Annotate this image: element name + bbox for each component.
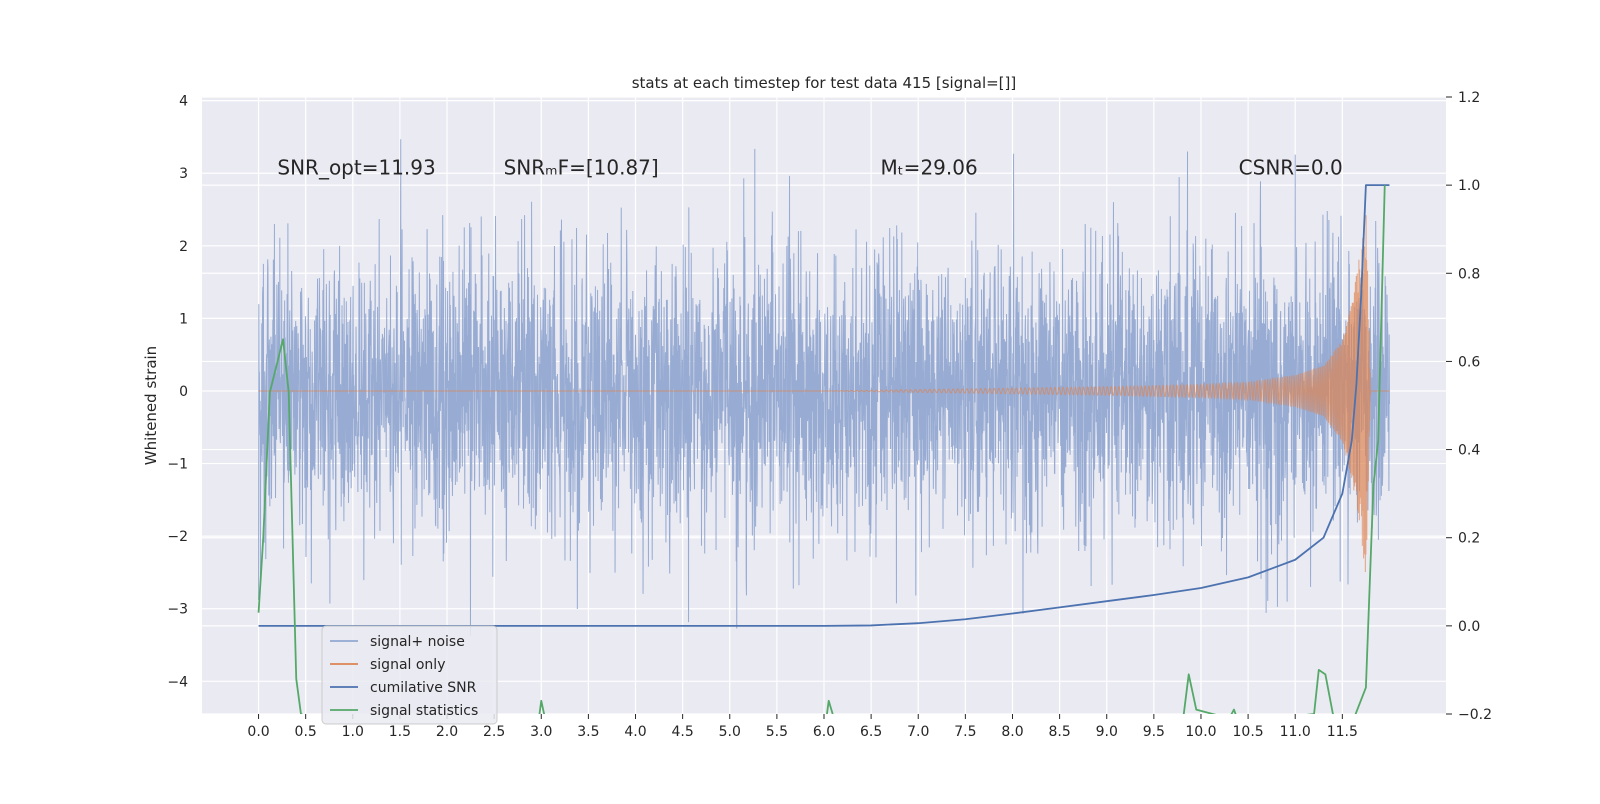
- x-tick-label: 11.5: [1327, 724, 1358, 740]
- x-tick-label: 11.0: [1280, 724, 1311, 740]
- x-tick-label: 10.5: [1233, 724, 1264, 740]
- x-tick-label: 8.0: [1001, 724, 1023, 740]
- x-tick-label: 9.5: [1143, 724, 1165, 740]
- x-tick-label: 6.0: [813, 724, 835, 740]
- y-tick-label: −1: [167, 457, 188, 473]
- y-tick-label: −2: [167, 529, 188, 545]
- y-tick-label: −4: [167, 674, 188, 690]
- annotation-csnr: CSNR=0.0: [1239, 156, 1343, 180]
- y-axis-label: Whitened strain: [142, 346, 160, 465]
- y-tick-label: 2: [179, 239, 188, 255]
- y-tick-label: 0: [179, 384, 188, 400]
- y2-tick-label: 0.8: [1458, 266, 1480, 282]
- y2-tick-label: 0.2: [1458, 531, 1480, 547]
- x-tick-label: 6.5: [860, 724, 882, 740]
- x-tick-label: 3.5: [577, 724, 599, 740]
- legend-label: cumilative SNR: [370, 680, 477, 696]
- legend-label: signal+ noise: [370, 634, 465, 650]
- x-tick-label: 7.0: [907, 724, 929, 740]
- y2-tick-label: 0.4: [1458, 443, 1480, 459]
- legend-label: signal statistics: [370, 703, 478, 719]
- series-signal-statistics-line: [257, 185, 1386, 714]
- series-cumulative-snr-line: [258, 184, 1390, 627]
- y-tick-label: 1: [179, 311, 188, 327]
- x-tick-label: 4.0: [624, 724, 646, 740]
- x-tick-label: 5.5: [766, 724, 788, 740]
- x-tick-label: 4.5: [672, 724, 694, 740]
- annotation-mc: Mₜ=29.06: [881, 156, 978, 180]
- y2-tick-label: 1.0: [1458, 178, 1480, 194]
- x-tick-label: 3.0: [530, 724, 552, 740]
- y2-tick-label: 0.0: [1458, 619, 1480, 635]
- y-tick-label: −3: [167, 602, 188, 618]
- x-tick-label: 1.0: [342, 724, 364, 740]
- chart-title: stats at each timestep for test data 415…: [632, 74, 1017, 92]
- y2-tick-label: 0.6: [1458, 354, 1480, 370]
- y-tick-label: 4: [179, 94, 188, 110]
- series-signal-only-line: [258, 215, 1390, 572]
- y2-tick-label: 1.2: [1458, 90, 1480, 106]
- x-tick-label: 10.0: [1185, 724, 1216, 740]
- legend-box: [321, 625, 498, 725]
- series-signal-noise-line: [258, 139, 1390, 636]
- x-tick-label: 2.5: [483, 724, 505, 740]
- annotation-snr_opt: SNR_opt=11.93: [277, 156, 435, 180]
- x-tick-label: 5.0: [719, 724, 741, 740]
- x-tick-label: 2.0: [436, 724, 458, 740]
- y-tick-label: 3: [179, 166, 188, 182]
- x-tick-label: 8.5: [1048, 724, 1070, 740]
- series-group: [257, 139, 1390, 714]
- annotation-snr_mf: SNRₘF=[10.87]: [504, 156, 659, 180]
- x-tick-label: 0.5: [295, 724, 317, 740]
- x-tick-label: 1.5: [389, 724, 411, 740]
- x-tick-label: 0.0: [247, 724, 269, 740]
- y2-tick-label: −0.2: [1458, 707, 1492, 723]
- x-tick-label: 7.5: [954, 724, 976, 740]
- legend-label: signal only: [370, 657, 445, 673]
- x-tick-label: 9.0: [1096, 724, 1118, 740]
